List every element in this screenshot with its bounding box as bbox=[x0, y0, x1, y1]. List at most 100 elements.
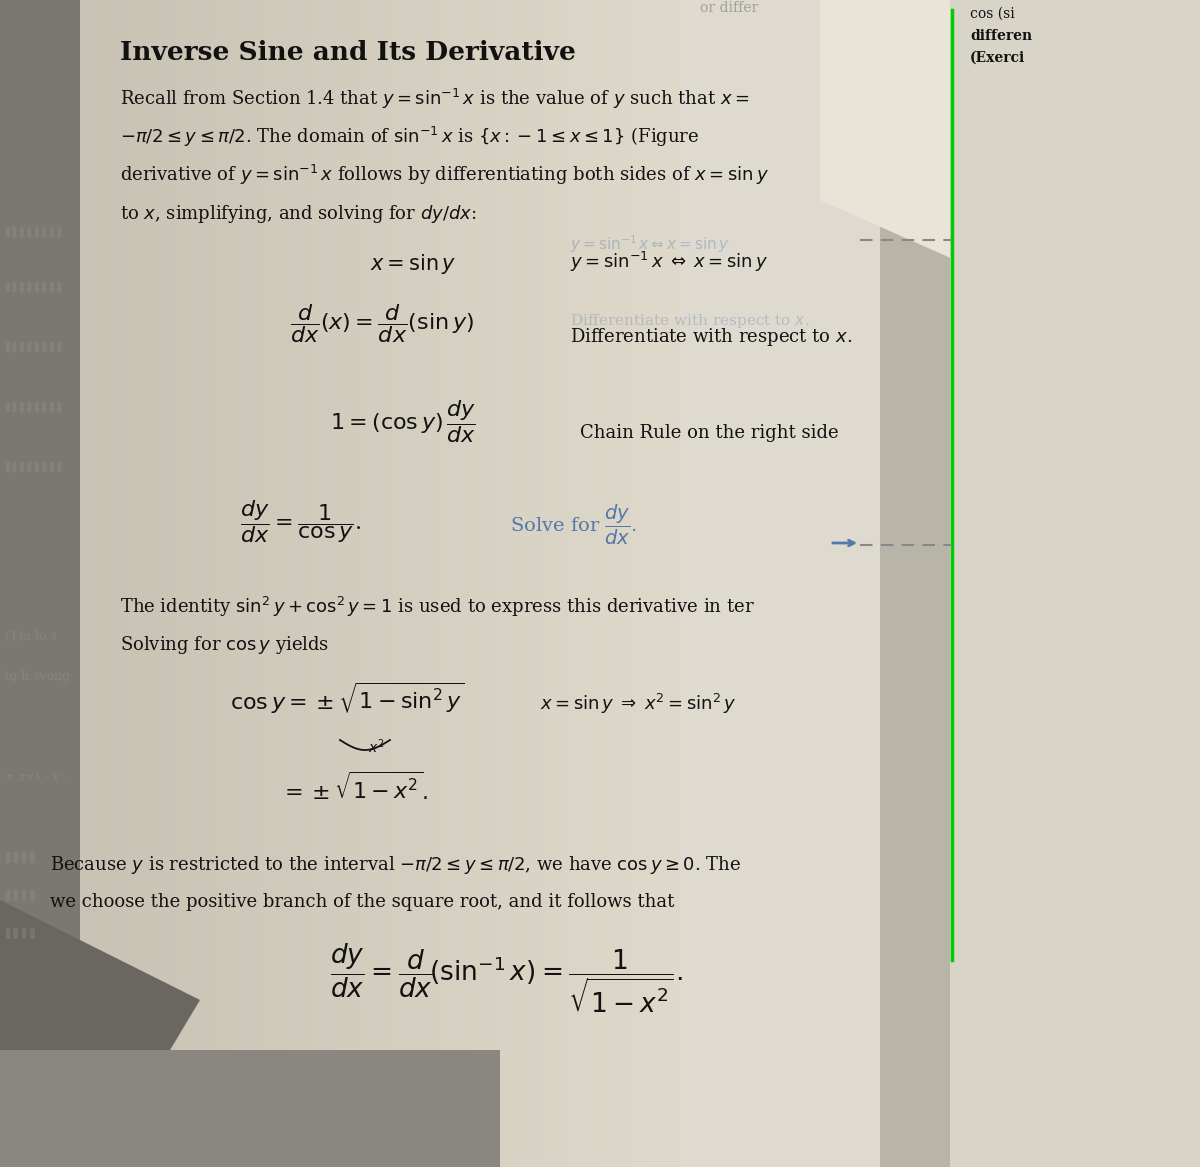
Bar bbox=[400, 0, 410, 1167]
Bar bbox=[660, 0, 670, 1167]
Bar bbox=[510, 0, 520, 1167]
Text: Because $y$ is restricted to the interval $-\pi/2 \leq y \leq \pi/2$, we have $\: Because $y$ is restricted to the interva… bbox=[50, 854, 742, 876]
Bar bbox=[490, 0, 500, 1167]
Text: Solve for $\dfrac{dy}{dx}$.: Solve for $\dfrac{dy}{dx}$. bbox=[510, 503, 637, 547]
Bar bbox=[370, 0, 380, 1167]
Text: $y = \sin^{-1} x \Leftrightarrow x = \sin y$: $y = \sin^{-1} x \Leftrightarrow x = \si… bbox=[570, 233, 730, 256]
Text: ▌▌▌▌▌▌▌▌: ▌▌▌▌▌▌▌▌ bbox=[5, 401, 65, 412]
Bar bbox=[640, 0, 650, 1167]
Bar bbox=[620, 0, 630, 1167]
Bar bbox=[310, 0, 320, 1167]
Bar bbox=[390, 0, 400, 1167]
Text: $\dfrac{d}{dx}(x) = \dfrac{d}{dx}(\sin y)$: $\dfrac{d}{dx}(x) = \dfrac{d}{dx}(\sin y… bbox=[290, 302, 474, 345]
Text: = ±√1 - x².: = ±√1 - x². bbox=[5, 773, 66, 782]
Bar bbox=[480, 0, 490, 1167]
Bar bbox=[230, 0, 240, 1167]
Bar bbox=[610, 0, 620, 1167]
Text: $\dfrac{dy}{dx} = \dfrac{1}{\cos y}$.: $\dfrac{dy}{dx} = \dfrac{1}{\cos y}$. bbox=[240, 498, 361, 545]
Bar bbox=[330, 0, 340, 1167]
Bar bbox=[550, 0, 560, 1167]
Bar bbox=[350, 0, 360, 1167]
Text: to $x$, simplifying, and solving for $dy/dx$:: to $x$, simplifying, and solving for $dy… bbox=[120, 203, 476, 225]
Text: ▌▌▌▌: ▌▌▌▌ bbox=[5, 928, 38, 939]
Bar bbox=[100, 0, 110, 1167]
Bar bbox=[410, 0, 420, 1167]
Text: ▌▌▌▌: ▌▌▌▌ bbox=[5, 852, 38, 864]
Bar bbox=[120, 0, 130, 1167]
Bar bbox=[320, 0, 330, 1167]
Text: Solving for $\cos y$ yields: Solving for $\cos y$ yields bbox=[120, 634, 329, 656]
Bar bbox=[300, 0, 310, 1167]
Bar bbox=[560, 0, 570, 1167]
Text: $\dfrac{dy}{dx} = \dfrac{d}{dx}\!\left(\sin^{-1} x\right) = \dfrac{1}{\sqrt{1 - : $\dfrac{dy}{dx} = \dfrac{d}{dx}\!\left(\… bbox=[330, 941, 683, 1014]
Text: ▌▌▌▌▌▌▌▌: ▌▌▌▌▌▌▌▌ bbox=[5, 282, 65, 292]
Text: Differentiate with respect to $x$.: Differentiate with respect to $x$. bbox=[570, 312, 809, 330]
Text: $-\pi/2 \leq y \leq \pi/2$. The domain of $\sin^{-1} x$ is $\{x: -1 \leq x \leq : $-\pi/2 \leq y \leq \pi/2$. The domain o… bbox=[120, 125, 700, 149]
Text: derivative of $y = \sin^{-1} x$ follows by differentiating both sides of $x = \s: derivative of $y = \sin^{-1} x$ follows … bbox=[120, 163, 769, 187]
Text: (1)u lo s: (1)u lo s bbox=[5, 630, 56, 643]
Text: or differ: or differ bbox=[700, 1, 758, 15]
Bar bbox=[460, 0, 470, 1167]
Bar bbox=[0, 1050, 500, 1167]
Bar bbox=[170, 0, 180, 1167]
Text: $y = \sin^{-1} x \;\Leftrightarrow\; x = \sin y$: $y = \sin^{-1} x \;\Leftrightarrow\; x =… bbox=[570, 250, 768, 274]
Bar bbox=[130, 0, 140, 1167]
Bar bbox=[220, 0, 230, 1167]
Bar bbox=[240, 0, 250, 1167]
Text: $\cos y = \pm\sqrt{1 - \sin^2 y}$: $\cos y = \pm\sqrt{1 - \sin^2 y}$ bbox=[230, 680, 464, 717]
Bar bbox=[80, 0, 90, 1167]
Bar bbox=[670, 0, 680, 1167]
Bar bbox=[270, 0, 280, 1167]
Bar bbox=[420, 0, 430, 1167]
Text: differen: differen bbox=[970, 29, 1032, 43]
Bar bbox=[200, 0, 210, 1167]
Polygon shape bbox=[820, 0, 1000, 280]
Text: Differentiate with respect to $x$.: Differentiate with respect to $x$. bbox=[570, 326, 852, 348]
Bar bbox=[440, 0, 450, 1167]
Bar bbox=[150, 0, 160, 1167]
Bar bbox=[570, 0, 580, 1167]
Text: ▌▌▌▌▌▌▌▌: ▌▌▌▌▌▌▌▌ bbox=[5, 228, 65, 237]
Bar bbox=[630, 0, 640, 1167]
Bar bbox=[520, 0, 530, 1167]
Bar bbox=[470, 0, 480, 1167]
Text: $x^2$: $x^2$ bbox=[368, 738, 384, 756]
Bar bbox=[650, 0, 660, 1167]
Text: cos (si: cos (si bbox=[970, 7, 1015, 21]
Text: ▌▌▌▌▌▌▌▌: ▌▌▌▌▌▌▌▌ bbox=[5, 342, 65, 352]
Bar bbox=[250, 0, 260, 1167]
Text: $1 = (\cos y)\,\dfrac{dy}{dx}$: $1 = (\cos y)\,\dfrac{dy}{dx}$ bbox=[330, 398, 476, 445]
Text: ig li svong: ig li svong bbox=[5, 670, 71, 683]
Bar bbox=[380, 0, 390, 1167]
Bar bbox=[180, 0, 190, 1167]
Bar bbox=[450, 0, 460, 1167]
Bar bbox=[210, 0, 220, 1167]
Text: ▌▌▌▌: ▌▌▌▌ bbox=[5, 889, 38, 901]
Text: Recall from Section 1.4 that $y = \sin^{-1} x$ is the value of $y$ such that $x : Recall from Section 1.4 that $y = \sin^{… bbox=[120, 86, 750, 111]
Bar bbox=[500, 0, 510, 1167]
Bar bbox=[580, 0, 590, 1167]
Text: Inverse Sine and Its Derivative: Inverse Sine and Its Derivative bbox=[120, 40, 576, 65]
Bar bbox=[340, 0, 350, 1167]
Bar bbox=[540, 0, 550, 1167]
Bar bbox=[290, 0, 300, 1167]
Bar bbox=[90, 0, 100, 1167]
Bar bbox=[680, 0, 880, 1167]
Bar bbox=[190, 0, 200, 1167]
Polygon shape bbox=[0, 900, 200, 1167]
Bar bbox=[590, 0, 600, 1167]
Text: $x = \sin y$: $x = \sin y$ bbox=[370, 252, 456, 277]
Bar bbox=[600, 0, 610, 1167]
Text: $x = \sin y \;\Rightarrow\; x^2 = \sin^2 y$: $x = \sin y \;\Rightarrow\; x^2 = \sin^2… bbox=[540, 692, 737, 717]
Bar bbox=[140, 0, 150, 1167]
Text: $= \pm\sqrt{1 - x^2}.$: $= \pm\sqrt{1 - x^2}.$ bbox=[280, 773, 427, 805]
Bar bbox=[360, 0, 370, 1167]
Bar bbox=[110, 0, 120, 1167]
Bar bbox=[430, 0, 440, 1167]
Text: Chain Rule on the right side: Chain Rule on the right side bbox=[580, 424, 839, 442]
Bar bbox=[530, 0, 540, 1167]
Bar bbox=[280, 0, 290, 1167]
Polygon shape bbox=[0, 0, 120, 1167]
Text: ▌▌▌▌▌▌▌▌: ▌▌▌▌▌▌▌▌ bbox=[5, 462, 65, 473]
Text: we choose the positive branch of the square root, and it follows that: we choose the positive branch of the squ… bbox=[50, 893, 674, 911]
